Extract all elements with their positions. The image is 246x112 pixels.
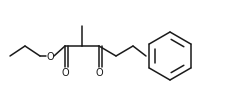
Text: O: O	[61, 67, 69, 77]
Text: O: O	[95, 67, 103, 77]
Text: O: O	[46, 52, 54, 61]
